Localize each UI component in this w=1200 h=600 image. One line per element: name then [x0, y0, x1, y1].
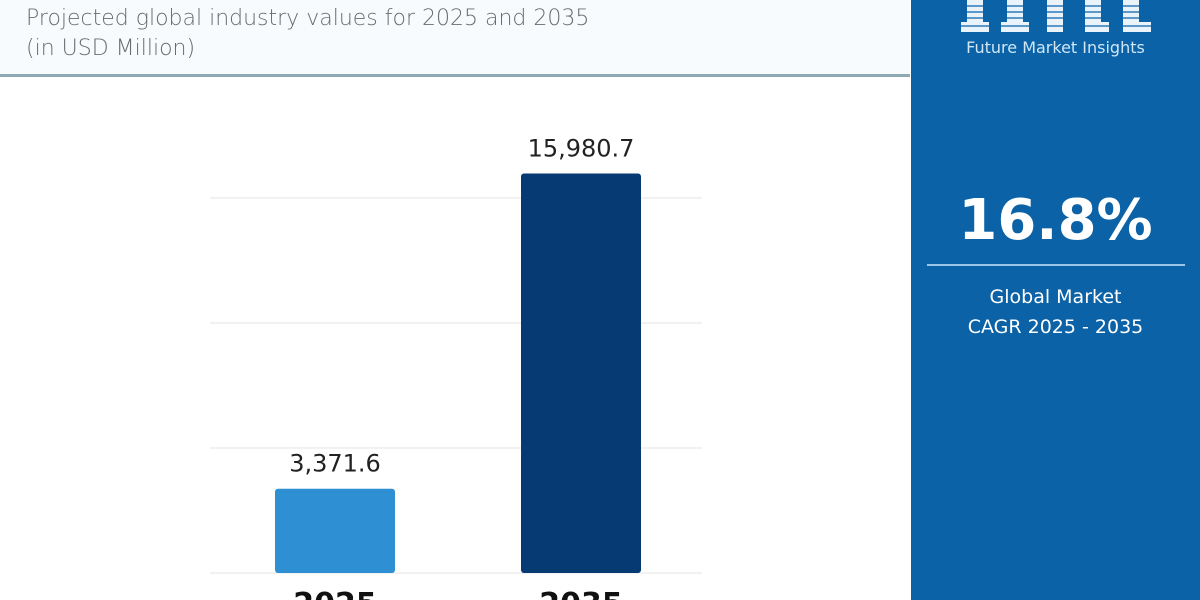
data-label: 15,980.7: [528, 134, 635, 162]
x-tick-label: 2025: [293, 587, 377, 600]
bar-2035: [521, 173, 641, 574]
title-line-1: Projected global industry values for 202…: [26, 6, 590, 31]
cagr-label-line-2: CAGR 2025 - 2035: [967, 316, 1144, 338]
brand-name: Future Market Insights: [966, 38, 1145, 57]
chart-title: Projected global industry values for 202…: [26, 4, 589, 64]
fmi-logo-icon: [961, 0, 1151, 32]
cagr-label-line-1: Global Market: [989, 286, 1122, 308]
cagr-label: Global Market CAGR 2025 - 2035: [911, 282, 1200, 342]
chart-header: Projected global industry values for 202…: [0, 0, 910, 77]
bar-chart: 3,371.6 2025 15,980.7 2035: [210, 134, 702, 600]
divider: [927, 264, 1185, 266]
x-tick-label: 2035: [539, 587, 623, 600]
cagr-panel: Future Market Insights 16.8% Global Mark…: [911, 0, 1200, 600]
cagr-value: 16.8%: [958, 188, 1153, 253]
data-label: 3,371.6: [289, 450, 381, 478]
bar-2025: [275, 488, 395, 573]
title-line-2: (in USD Million): [26, 36, 196, 61]
